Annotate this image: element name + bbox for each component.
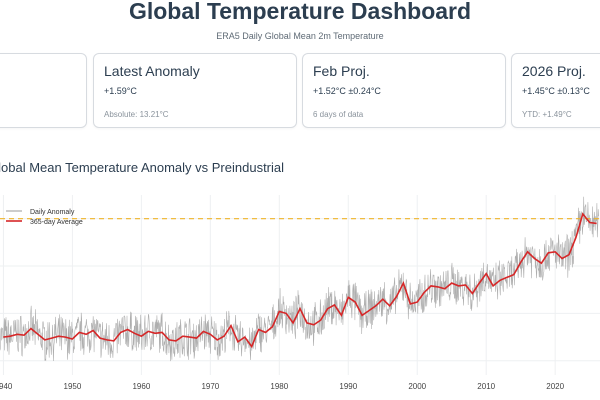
stat-card-value: +1.52°C ±0.24°C <box>313 86 381 96</box>
legend-label-average: 365-day Average <box>30 219 83 226</box>
stat-card-title: 2026 Proj. <box>522 63 586 79</box>
x-tick-label: 1980 <box>270 382 288 391</box>
x-tick-label: 1970 <box>201 382 219 391</box>
stat-card-title: Latest Anomaly <box>104 63 200 79</box>
x-tick-label: 1950 <box>64 382 82 391</box>
legend-label-daily: Daily Anomaly <box>30 209 75 216</box>
x-tick-label: 1990 <box>339 382 357 391</box>
stat-card-year-projection: 2026 Proj. +1.45°C ±0.13°C YTD: +1.49°C <box>511 53 600 128</box>
stat-card-title: Feb Proj. <box>313 63 370 79</box>
stat-card-feb-projection: Feb Proj. +1.52°C ±0.24°C 6 days of data <box>302 53 506 128</box>
chart-title: Global Mean Temperature Anomaly vs Prein… <box>0 160 285 175</box>
stat-card-current <box>0 53 87 128</box>
x-tick-label: 1940 <box>0 382 13 391</box>
stat-card-note: Absolute: 13.21°C <box>104 110 169 119</box>
page-title: Global Temperature Dashboard <box>128 0 472 24</box>
x-tick-label: 2020 <box>546 382 564 391</box>
stat-card-value: +1.59°C <box>104 86 137 96</box>
stat-card-note: YTD: +1.49°C <box>522 110 572 119</box>
average-365-day-line <box>3 212 597 349</box>
stat-card-value: +1.45°C ±0.13°C <box>522 86 590 96</box>
x-tick-label: 2000 <box>408 382 426 391</box>
x-tick-label: 2010 <box>477 382 495 391</box>
x-tick-label: 1960 <box>132 382 150 391</box>
daily-anomaly-line <box>0 196 599 362</box>
temperature-anomaly-chart: 1940 1950 1960 1970 1980 1990 2000 2010 2020 Dail… <box>0 195 600 391</box>
page-subtitle: ERA5 Daily Global Mean 2m Temperature <box>216 31 384 41</box>
stat-card-latest-anomaly: Latest Anomaly +1.59°C Absolute: 13.21°C <box>93 53 297 128</box>
stat-card-note: 6 days of data <box>313 110 364 119</box>
